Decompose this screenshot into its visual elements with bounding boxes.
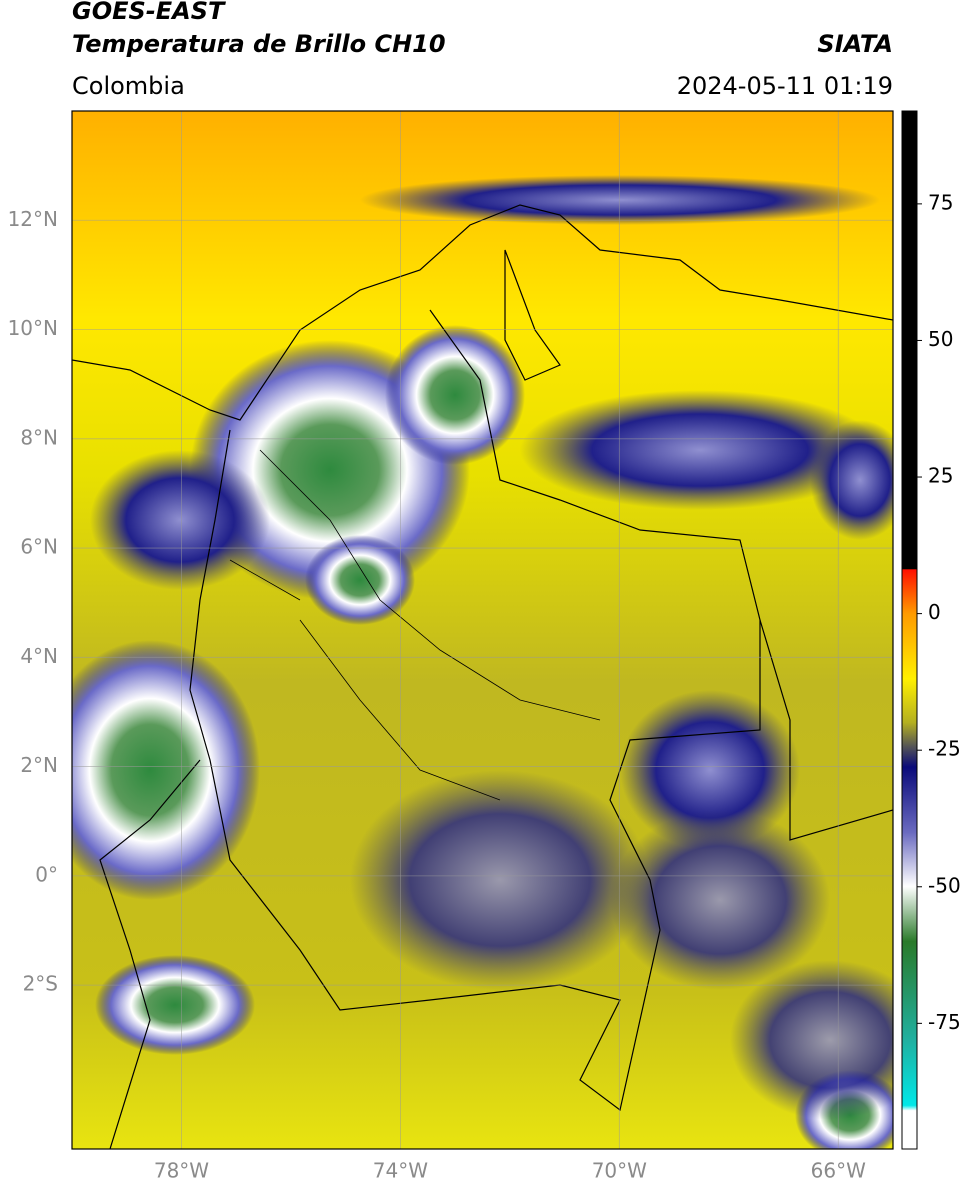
- y-tick-label: 12°N: [8, 207, 58, 231]
- cloud: [305, 535, 415, 625]
- cloud: [350, 770, 650, 990]
- x-tick-label: 78°W: [154, 1159, 209, 1183]
- lake-maracaibo: [504, 249, 561, 381]
- cloud: [90, 450, 270, 590]
- colorbar-tick-label: 50: [928, 327, 953, 351]
- map-frame: [71, 110, 894, 1150]
- venezuela-border: [759, 619, 893, 841]
- department-borders: [229, 449, 601, 801]
- y-tick-label: 6°N: [20, 535, 58, 559]
- cloud: [810, 420, 893, 540]
- coastline: [72, 204, 893, 421]
- y-tick-label: 2°N: [20, 753, 58, 777]
- colorbar-tick-label: -75: [928, 1010, 961, 1034]
- graticule: [72, 111, 893, 1149]
- cloud: [610, 810, 830, 990]
- title: GOES-EAST: [72, 0, 226, 25]
- x-tick-label: 74°W: [373, 1159, 428, 1183]
- y-tick-label: 8°N: [20, 425, 58, 449]
- cloud: [520, 390, 880, 510]
- colorbar: [901, 110, 918, 1150]
- colorbar-tick-label: 0: [928, 600, 941, 624]
- source: SIATA: [817, 30, 893, 58]
- colorbar-tick-label: -50: [928, 873, 961, 897]
- ecuador-border: [99, 759, 201, 1149]
- y-tick-label: 4°N: [20, 644, 58, 668]
- colombia-border: [189, 309, 761, 1112]
- y-tick-label: 0°: [35, 862, 58, 886]
- region: Colombia: [72, 72, 185, 100]
- cloud: [730, 960, 893, 1120]
- x-tick-label: 70°W: [592, 1159, 647, 1183]
- satellite-image: [72, 111, 893, 1149]
- x-tick-label: 66°W: [811, 1159, 866, 1183]
- cloud: [95, 955, 255, 1055]
- y-tick-label: 2°S: [23, 972, 58, 996]
- y-tick-label: 10°N: [8, 316, 58, 340]
- datetime: 2024-05-11 01:19: [677, 72, 893, 100]
- cloud: [360, 175, 880, 225]
- colorbar-tick-label: 75: [928, 190, 953, 214]
- cloud: [72, 640, 260, 900]
- subtitle: Temperatura de Brillo CH10: [72, 30, 446, 58]
- colorbar-tick-label: -25: [928, 737, 961, 761]
- colorbar-tick-label: 25: [928, 464, 953, 488]
